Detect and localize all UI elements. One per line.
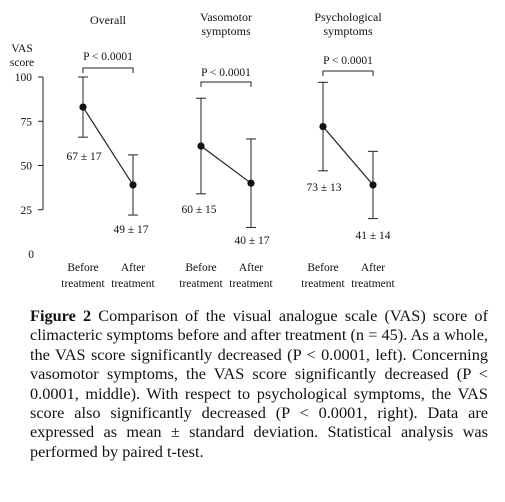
data-label: 67 ± 17 [66,151,101,163]
data-label: 40 ± 17 [234,235,269,247]
significance-bracket [200,81,252,87]
data-point [319,122,327,131]
data-point [197,142,205,150]
figure-label: Figure 2 [30,306,92,325]
data-point [369,181,377,189]
series-line [200,145,252,184]
significance-bracket [82,67,134,73]
data-point [79,103,87,111]
panel-title: symptoms [323,24,373,38]
p-value-label: P < 0.0001 [201,67,251,79]
data-label: 60 ± 15 [181,204,216,216]
x-category-label: Before [185,262,216,274]
panel-title: symptoms [201,24,251,38]
significance-bracket [322,70,374,76]
caption-text: Comparison of the visual analogue scale … [30,306,488,461]
x-category-label: After [121,262,145,274]
series-line [322,126,374,186]
p-value-label: P < 0.0001 [323,55,373,67]
figure-caption: Figure 2 Comparison of the visual analog… [30,306,488,461]
x-category-label: Before [307,262,338,274]
y-axis-label: VAS [11,43,33,55]
data-point [247,179,255,187]
y-tick-label: 25 [21,205,33,217]
y-axis-label: score [10,57,34,69]
data-label: 41 ± 14 [355,230,390,242]
y-tick-label: 100 [15,72,33,84]
x-category-label: Before [67,262,98,274]
vas-score-chart: VAS score 0 25 50 75 100 Overall P < 0.0001 67 ± … [10,10,396,290]
x-category-label: After [361,262,385,274]
data-point [129,181,137,189]
x-category-label: treatment [301,278,345,290]
y-tick-label: 75 [21,116,33,128]
data-label: 73 ± 13 [306,182,341,194]
data-label: 49 ± 17 [113,224,148,236]
x-category-label: treatment [111,278,155,290]
x-category-label: After [239,262,263,274]
panel-title: Vasomotor [200,10,252,24]
p-value-label: P < 0.0001 [83,51,133,63]
x-category-label: treatment [61,278,105,290]
series-line [82,106,134,186]
y-tick-label: 0 [28,249,34,261]
panel-title: Psychological [314,10,382,24]
x-category-label: treatment [351,278,395,290]
x-category-label: treatment [229,278,273,290]
panel-title: Overall [90,13,127,27]
y-tick-label: 50 [21,161,33,173]
x-category-label: treatment [179,278,223,290]
